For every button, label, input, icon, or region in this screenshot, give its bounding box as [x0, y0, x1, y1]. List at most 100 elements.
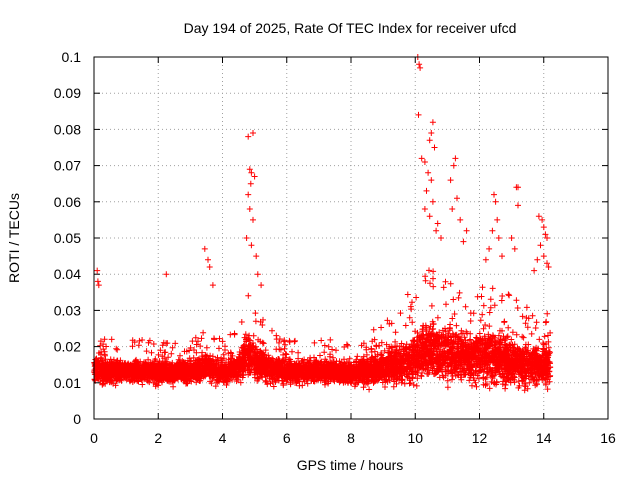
- data-point: [354, 353, 361, 360]
- data-point: [427, 280, 433, 287]
- data-point: [299, 382, 306, 389]
- data-point: [466, 337, 473, 344]
- data-point: [477, 317, 484, 324]
- data-point: [145, 339, 152, 346]
- data-points: [91, 54, 554, 394]
- data-point: [222, 343, 228, 350]
- data-point: [467, 374, 474, 381]
- data-point: [487, 296, 494, 303]
- data-point: [428, 302, 435, 309]
- data-point: [252, 374, 258, 381]
- data-point: [455, 294, 462, 301]
- data-point: [193, 349, 200, 356]
- data-point: [311, 339, 318, 346]
- data-point: [168, 350, 175, 357]
- data-point: [442, 278, 449, 285]
- data-point: [197, 343, 204, 350]
- data-point: [382, 384, 388, 390]
- data-point: [414, 329, 421, 336]
- data-point: [238, 319, 245, 325]
- data-point: [383, 341, 390, 348]
- data-point: [434, 314, 441, 321]
- data-point: [491, 302, 498, 309]
- data-point: [327, 336, 334, 343]
- data-point: [390, 383, 397, 390]
- data-point: [381, 347, 388, 354]
- data-point: [542, 319, 549, 326]
- data-point: [413, 382, 420, 389]
- data-point: [544, 386, 551, 393]
- data-point: [216, 335, 223, 342]
- data-point: [440, 284, 447, 291]
- data-point: [227, 331, 234, 338]
- data-point: [139, 337, 146, 343]
- data-point: [443, 301, 449, 308]
- data-point: [218, 357, 224, 364]
- data-point: [453, 322, 460, 329]
- data-point: [366, 386, 373, 393]
- data-point: [333, 347, 339, 354]
- data-point: [430, 275, 436, 282]
- data-point: [368, 377, 375, 384]
- data-point: [466, 377, 473, 384]
- data-point: [212, 383, 219, 390]
- data-point: [321, 349, 328, 356]
- data-point: [286, 339, 293, 345]
- data-point: [378, 324, 385, 331]
- data-point: [227, 349, 234, 356]
- data-point: [540, 340, 546, 347]
- data-point: [406, 314, 413, 321]
- data-point: [496, 340, 503, 347]
- chart-title: Day 194 of 2025, Rate Of TEC Index for r…: [184, 20, 517, 36]
- data-point: [165, 354, 172, 361]
- data-point: [129, 343, 136, 350]
- data-point: [505, 291, 512, 298]
- data-point: [480, 325, 487, 332]
- data-point: [114, 346, 121, 353]
- data-point: [283, 351, 290, 358]
- data-point: [169, 344, 176, 351]
- data-point: [447, 321, 454, 328]
- data-point: [407, 380, 414, 386]
- data-point: [420, 323, 427, 329]
- data-point: [139, 381, 146, 388]
- data-point: [295, 349, 302, 356]
- data-point: [270, 383, 277, 390]
- data-point: [155, 351, 162, 358]
- data-point: [257, 338, 264, 345]
- data-point: [402, 322, 409, 329]
- data-point: [449, 376, 455, 383]
- data-point: [499, 293, 506, 299]
- data-point: [470, 310, 477, 317]
- data-point: [446, 327, 453, 334]
- data-point: [519, 333, 526, 340]
- data-point: [486, 385, 493, 392]
- data-point: [461, 334, 468, 341]
- data-point: [203, 344, 210, 351]
- data-point: [346, 355, 353, 362]
- data-point: [317, 352, 323, 359]
- data-point: [189, 338, 196, 345]
- data-point: [262, 377, 269, 384]
- data-point: [502, 385, 509, 392]
- data-point: [444, 384, 451, 391]
- data-point: [508, 336, 515, 343]
- data-point: [533, 319, 540, 326]
- data-point: [198, 335, 205, 342]
- data-point: [117, 357, 124, 364]
- data-point: [392, 338, 399, 345]
- data-point: [245, 292, 252, 299]
- data-point: [521, 387, 528, 394]
- data-point: [344, 342, 351, 349]
- data-point: [509, 329, 516, 336]
- data-point: [223, 382, 230, 388]
- data-point: [318, 337, 325, 344]
- data-point: [392, 329, 399, 336]
- data-point: [513, 297, 520, 304]
- data-point: [292, 337, 298, 344]
- data-point: [398, 379, 405, 386]
- data-point: [456, 289, 463, 296]
- data-point: [426, 267, 432, 274]
- data-point: [528, 330, 535, 337]
- data-point: [409, 374, 416, 381]
